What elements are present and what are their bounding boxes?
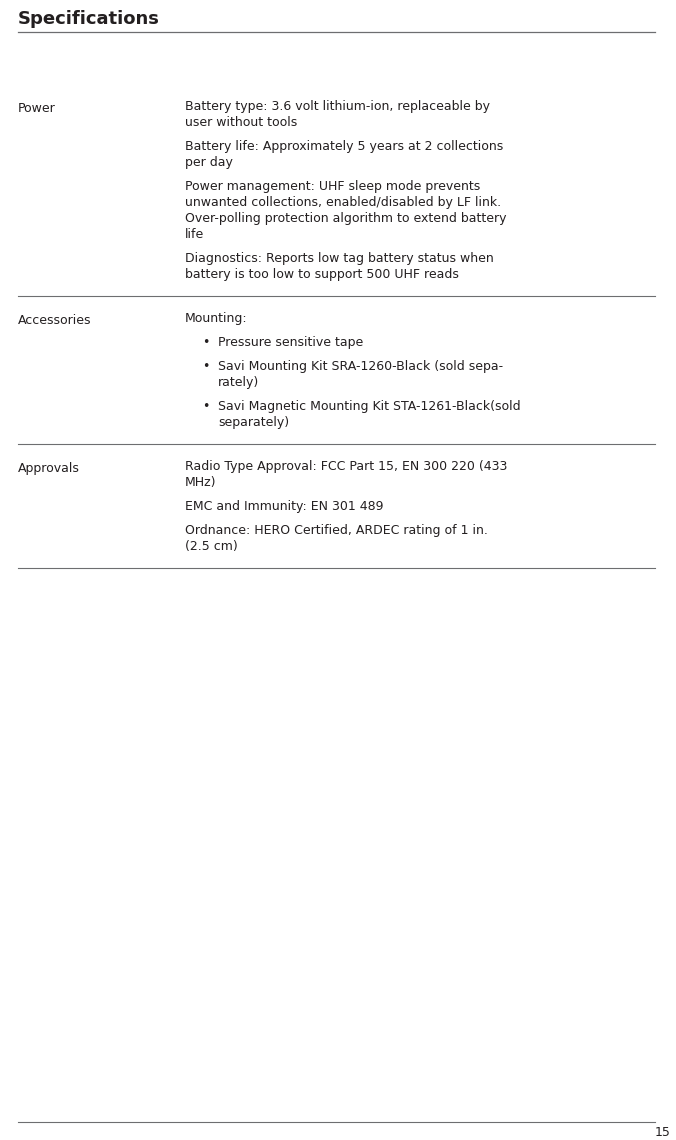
Text: Savi Mounting Kit SRA-1260-Black (sold sepa-: Savi Mounting Kit SRA-1260-Black (sold s… [218,360,503,373]
Text: battery is too low to support 500 UHF reads: battery is too low to support 500 UHF re… [185,268,459,280]
Text: rately): rately) [218,376,260,389]
Text: Specifications: Specifications [18,10,160,28]
Text: Pressure sensitive tape: Pressure sensitive tape [218,336,363,349]
Text: user without tools: user without tools [185,116,297,129]
Text: MHz): MHz) [185,477,216,489]
Text: •: • [202,360,210,373]
Text: Ordnance: HERO Certified, ARDEC rating of 1 in.: Ordnance: HERO Certified, ARDEC rating o… [185,524,488,537]
Text: •: • [202,400,210,413]
Text: Battery type: 3.6 volt lithium-ion, replaceable by: Battery type: 3.6 volt lithium-ion, repl… [185,100,490,113]
Text: Approvals: Approvals [18,462,80,475]
Text: (2.5 cm): (2.5 cm) [185,540,238,553]
Text: separately): separately) [218,416,289,429]
Text: Radio Type Approval: FCC Part 15, EN 300 220 (433: Radio Type Approval: FCC Part 15, EN 300… [185,461,508,473]
Text: •: • [202,336,210,349]
Text: life: life [185,228,204,241]
Text: per day: per day [185,156,233,169]
Text: Battery life: Approximately 5 years at 2 collections: Battery life: Approximately 5 years at 2… [185,140,503,153]
Text: Power management: UHF sleep mode prevents: Power management: UHF sleep mode prevent… [185,180,480,193]
Text: 15: 15 [655,1126,671,1139]
Text: Mounting:: Mounting: [185,312,247,325]
Text: Accessories: Accessories [18,314,91,327]
Text: EMC and Immunity: EN 301 489: EMC and Immunity: EN 301 489 [185,500,383,513]
Text: Savi Magnetic Mounting Kit STA-1261-Black(sold: Savi Magnetic Mounting Kit STA-1261-Blac… [218,400,521,413]
Text: Over-polling protection algorithm to extend battery: Over-polling protection algorithm to ext… [185,212,506,225]
Text: Diagnostics: Reports low tag battery status when: Diagnostics: Reports low tag battery sta… [185,252,493,264]
Text: unwanted collections, enabled/disabled by LF link.: unwanted collections, enabled/disabled b… [185,196,501,209]
Text: Power: Power [18,101,55,115]
